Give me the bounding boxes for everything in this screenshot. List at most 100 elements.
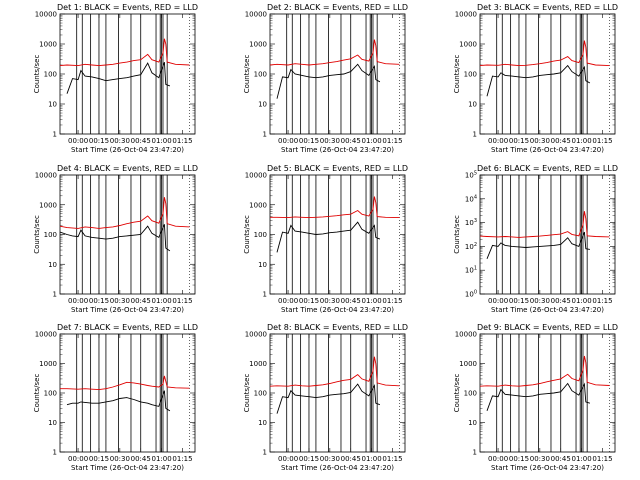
x-tick-label: 01:00	[572, 297, 592, 305]
chart-panel-5: 1 10 100 1000 10000 00:00 00:15 00:30 00:45 01:00…	[243, 164, 408, 314]
y-tick-label: 1	[263, 449, 267, 457]
y-tick-label: 1000	[459, 360, 477, 368]
x-tick-label: 01:00	[362, 455, 382, 463]
x-tick-label: 00:30	[530, 297, 550, 305]
y-tick-label: 1	[263, 291, 267, 299]
y-tick-label: 10	[258, 261, 267, 269]
chart-title: Det 1: BLACK = Events, RED = LLD	[57, 3, 198, 12]
x-tick-label: 00:15	[509, 297, 529, 305]
x-tick-label: 01:15	[382, 137, 402, 145]
plot-frame	[269, 13, 406, 135]
series-events	[276, 63, 381, 99]
y-tick-label: 10	[468, 419, 477, 427]
x-tick-label: 00:30	[530, 455, 550, 463]
x-tick-label: 00:30	[110, 137, 130, 145]
x-tick-label: 00:30	[110, 297, 130, 305]
y-tick-label: 100	[464, 71, 477, 79]
series-lld	[479, 211, 610, 238]
x-tick-label: 00:30	[320, 297, 340, 305]
y-tick-label: 100	[44, 71, 57, 79]
x-tick-label: 01:00	[362, 137, 382, 145]
x-tick-label: 00:30	[110, 455, 130, 463]
x-tick-label: 00:15	[509, 455, 529, 463]
y-tick-label: 10000	[245, 11, 267, 19]
x-tick-label: 00:45	[131, 297, 151, 305]
series-events	[276, 383, 381, 414]
y-tick-exponent: 3	[474, 218, 477, 224]
series-events	[276, 221, 381, 253]
y-tick-label: 10000	[455, 331, 477, 339]
plot-frame	[59, 333, 196, 453]
series-events	[486, 231, 590, 259]
chart-panel-9: 1 10 100 1000 10000 00:00 00:15 00:30 00:45 01:00…	[453, 323, 618, 472]
series-events	[66, 61, 171, 94]
y-tick-label: 1	[53, 449, 57, 457]
series-events	[66, 390, 171, 412]
plot-frame	[59, 174, 196, 295]
x-tick-label: 00:45	[341, 455, 361, 463]
x-axis-label: Start Time (26-Oct-04 23:47:20)	[281, 464, 394, 472]
y-tick-label: 100	[465, 290, 477, 299]
y-tick-label: 10	[468, 101, 477, 109]
x-tick-label: 00:45	[341, 297, 361, 305]
x-tick-label: 01:15	[172, 455, 192, 463]
x-tick-label: 01:00	[572, 455, 592, 463]
y-axis-label: Counts/sec	[453, 374, 461, 413]
chart-title: Det 3: BLACK = Events, RED = LLD	[477, 3, 618, 12]
y-tick-label: 100	[254, 390, 267, 398]
chart-title: Det 7: BLACK = Events, RED = LLD	[57, 323, 198, 332]
x-tick-label: 01:15	[382, 297, 402, 305]
x-axis-label: Start Time (26-Oct-04 23:47:20)	[71, 464, 184, 472]
x-tick-label: 01:15	[592, 455, 612, 463]
chart-panel-3: 1 10 100 1000 10000 00:00 00:15 00:30 00:45 01:00…	[453, 3, 618, 154]
x-tick-label: 01:00	[572, 137, 592, 145]
x-tick-label: 00:00	[68, 137, 88, 145]
x-tick-label: 00:45	[551, 297, 571, 305]
y-tick-exponent: 2	[474, 242, 477, 248]
x-tick-label: 01:15	[592, 297, 612, 305]
plot-frame	[479, 333, 616, 453]
x-tick-label: 00:45	[131, 455, 151, 463]
y-tick-label: 10000	[245, 331, 267, 339]
y-tick-label: 1000	[459, 41, 477, 49]
y-tick-exponent: 4	[474, 194, 477, 200]
y-axis-label: Counts/sec	[243, 55, 251, 94]
y-tick-label: 10000	[35, 331, 57, 339]
y-tick-label: 1	[473, 131, 477, 139]
x-tick-label: 00:45	[341, 137, 361, 145]
plot-frame	[269, 174, 406, 295]
y-axis-label: Counts/sec	[243, 215, 251, 254]
y-tick-label: 100	[464, 390, 477, 398]
x-tick-label: 01:15	[172, 297, 192, 305]
y-axis-label: Counts/sec	[453, 55, 461, 94]
x-tick-label: 00:45	[551, 137, 571, 145]
y-tick-label: 10	[258, 101, 267, 109]
y-tick-label: 102	[465, 242, 477, 251]
chart-panel-8: 1 10 100 1000 10000 00:00 00:15 00:30 00:45 01:00…	[243, 323, 408, 472]
x-tick-label: 00:00	[488, 137, 508, 145]
x-tick-label: 00:45	[131, 137, 151, 145]
y-tick-label: 10000	[35, 172, 57, 180]
chart-title: Det 4: BLACK = Events, RED = LLD	[57, 164, 198, 173]
x-tick-label: 00:00	[68, 297, 88, 305]
y-tick-exponent: 5	[474, 171, 477, 177]
y-tick-label: 10000	[35, 11, 57, 19]
y-tick-label: 10	[48, 419, 57, 427]
x-tick-label: 00:15	[89, 137, 109, 145]
x-tick-label: 00:15	[509, 137, 529, 145]
y-axis-label: Counts/sec	[33, 374, 41, 413]
x-axis-label: Start Time (26-Oct-04 23:47:20)	[281, 306, 394, 314]
x-tick-label: 00:00	[68, 455, 88, 463]
x-tick-label: 00:15	[299, 455, 319, 463]
series-lld	[479, 40, 610, 67]
y-tick-label: 103	[465, 218, 477, 227]
chart-title: Det 8: BLACK = Events, RED = LLD	[267, 323, 408, 332]
x-tick-label: 00:00	[488, 297, 508, 305]
y-tick-label: 1	[473, 449, 477, 457]
x-tick-label: 01:00	[152, 297, 172, 305]
x-axis-label: Start Time (26-Oct-04 23:47:20)	[491, 306, 604, 314]
y-tick-label: 104	[465, 194, 477, 203]
y-tick-label: 1	[53, 291, 57, 299]
